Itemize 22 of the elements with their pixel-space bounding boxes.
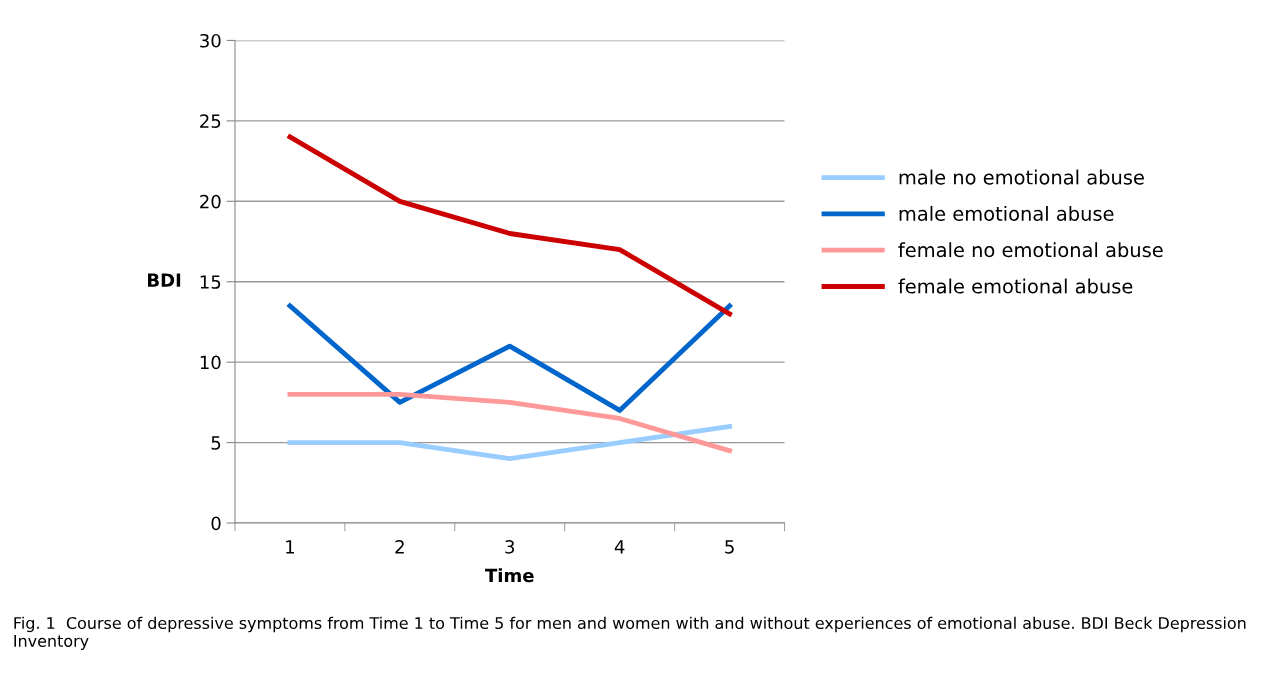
x-tick-label: 3 <box>505 540 515 554</box>
legend-label: female emotional abuse <box>898 278 1133 294</box>
legend-label: male emotional abuse <box>899 205 1114 221</box>
y-tick-label: 0 <box>211 516 221 531</box>
x-tick-label: 2 <box>395 540 404 554</box>
x-tick-label: 5 <box>725 540 734 554</box>
y-tick-label: 25 <box>200 114 221 128</box>
x-axis-title: Time <box>485 568 534 583</box>
y-tick-label: 5 <box>211 436 221 450</box>
y-tick-label: 20 <box>200 194 221 209</box>
legend-label: male no emotional abuse <box>899 169 1144 185</box>
line-series <box>287 391 732 454</box>
y-tick-label: 30 <box>200 33 221 48</box>
line-series <box>287 303 732 413</box>
x-tick-label: 1 <box>286 540 294 554</box>
caption: Fig. 1 Course of depressive symptoms from Time 1 to Time 5 for men and women with and without experiences of emotional abuse. BDI Beck Depression Inventory <box>14 616 1246 651</box>
y-axis-title: BDI <box>148 273 181 287</box>
line-series <box>287 134 732 317</box>
x-tick-label: 4 <box>614 540 625 554</box>
y-tick-label: 15 <box>200 275 221 289</box>
legend-label: female no emotional abuse <box>898 242 1163 258</box>
y-tick-label: 10 <box>200 355 221 370</box>
